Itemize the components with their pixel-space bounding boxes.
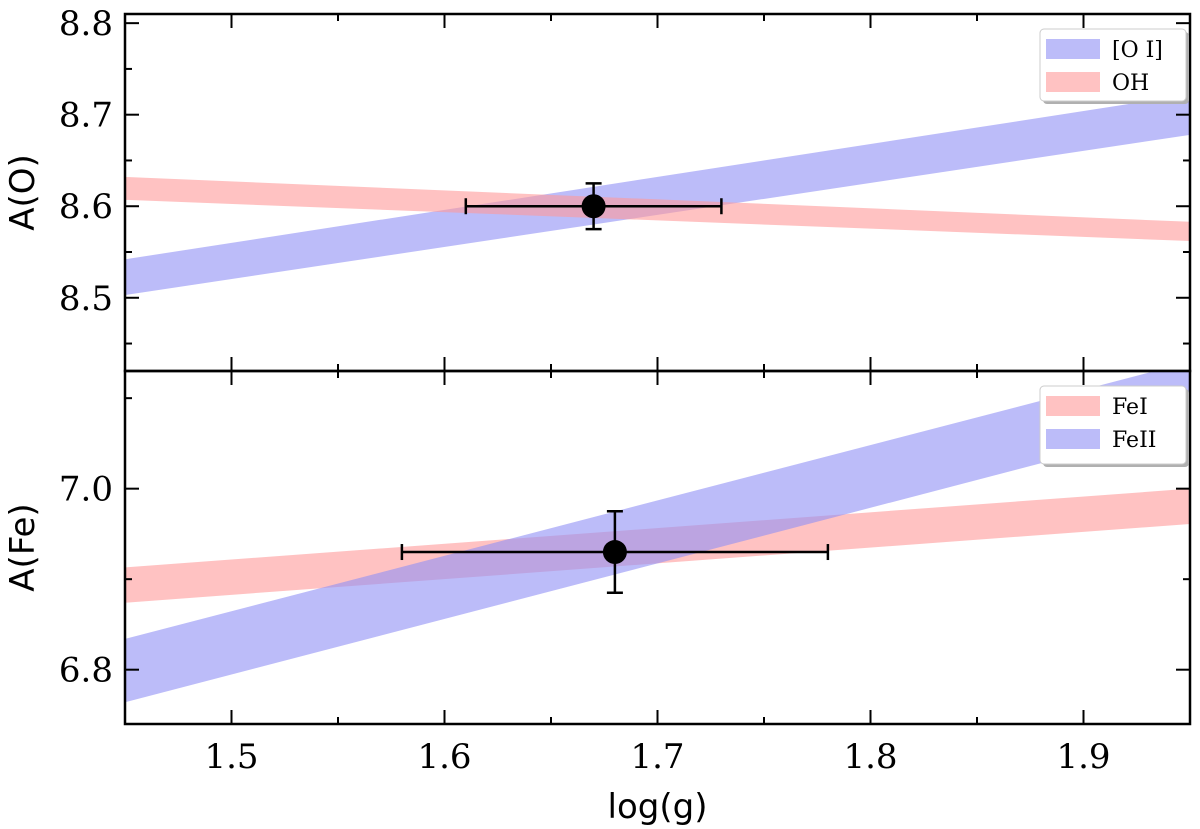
y-tick-label: 8.7 <box>59 96 113 136</box>
x-tick-label: 1.7 <box>630 737 684 777</box>
y-tick-label: 7.0 <box>59 470 113 510</box>
legend-swatch <box>1046 429 1100 449</box>
band-oh <box>125 176 1190 242</box>
x-axis-label: log(g) <box>608 787 708 827</box>
iron-ticks <box>124 371 1191 724</box>
oxygen-data-point <box>464 182 723 231</box>
y-tick-label: 6.8 <box>59 651 113 691</box>
legend-swatch <box>1046 39 1100 59</box>
oxygen-legend: [O I] OH <box>1039 28 1189 104</box>
x-tick-label: 1.6 <box>417 737 471 777</box>
iron-legend: FeI FeII <box>1039 385 1189 467</box>
iron-data-point <box>400 510 830 595</box>
data-marker <box>602 540 627 565</box>
data-marker <box>581 194 606 219</box>
x-tick-label: 1.5 <box>204 737 258 777</box>
oxygen-bands <box>125 94 1190 296</box>
x-tick-label: 1.9 <box>1056 737 1110 777</box>
y-tick-label: 8.6 <box>59 187 113 227</box>
panel-oxygen: 8.5 8.6 8.7 8.8 A(O) [O I] OH <box>3 4 1192 373</box>
band-oi <box>125 94 1190 296</box>
legend-label: FeII <box>1112 428 1156 453</box>
legend-label: OH <box>1112 71 1149 96</box>
legend-swatch <box>1046 396 1100 416</box>
panel-iron: 6.8 7.0 1.5 1.6 1.7 1.8 1.9 A(Fe) log(g) FeI FeII <box>3 369 1192 827</box>
legend-label: FeI <box>1112 395 1148 420</box>
x-tick-label: 1.8 <box>843 737 897 777</box>
y-tick-label: 8.8 <box>59 4 113 44</box>
iron-bands <box>125 371 1190 703</box>
legend-swatch <box>1046 72 1100 92</box>
iron-y-axis-label: A(Fe) <box>3 503 43 591</box>
y-tick-label: 8.5 <box>59 279 113 319</box>
oxygen-y-axis-label: A(O) <box>3 154 43 231</box>
legend-label: [O I] <box>1112 38 1163 63</box>
band-feii <box>125 371 1190 703</box>
